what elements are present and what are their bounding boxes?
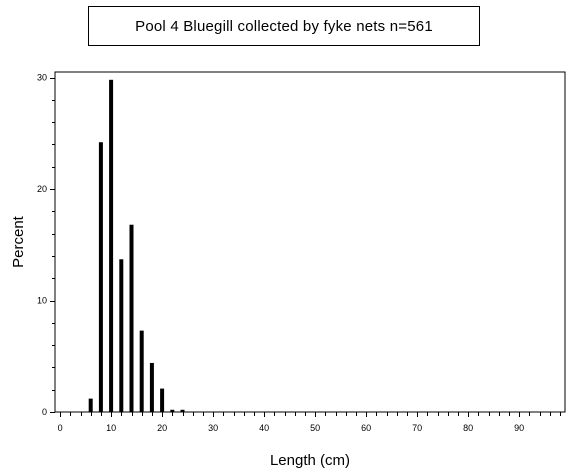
x-axis-label: Length (cm) <box>270 452 350 469</box>
x-tick-label: 70 <box>412 423 422 433</box>
bar <box>129 224 134 412</box>
bar <box>109 79 114 412</box>
axes <box>54 71 566 413</box>
bars <box>88 79 185 413</box>
x-tick-label: 40 <box>259 423 269 433</box>
x-tick-label: 0 <box>58 423 63 433</box>
x-tick-label: 50 <box>310 423 320 433</box>
bar <box>88 398 93 412</box>
y-tick-label: 20 <box>37 184 47 194</box>
bar <box>180 409 185 412</box>
x-tick-label: 80 <box>463 423 473 433</box>
chart-title: Pool 4 Bluegill collected by fyke nets n… <box>88 6 480 46</box>
ticks: 0 10 20 30 40 50 60 70 80 90 0 10 20 30 <box>37 73 561 433</box>
x-tick-label: 90 <box>514 423 524 433</box>
bar <box>149 362 154 412</box>
x-tick-label: 20 <box>157 423 167 433</box>
plot-frame <box>54 71 566 413</box>
bar <box>139 330 144 412</box>
bar <box>160 388 165 412</box>
x-tick-label: 60 <box>361 423 371 433</box>
x-tick-label: 10 <box>106 423 116 433</box>
bar <box>170 409 175 412</box>
x-tick-label: 30 <box>208 423 218 433</box>
y-tick-label: 30 <box>37 73 47 83</box>
bar <box>119 259 124 412</box>
y-axis-label: Percent <box>10 215 27 268</box>
bar <box>98 142 103 413</box>
y-tick-label: 0 <box>42 407 47 417</box>
y-tick-label: 10 <box>37 296 47 306</box>
